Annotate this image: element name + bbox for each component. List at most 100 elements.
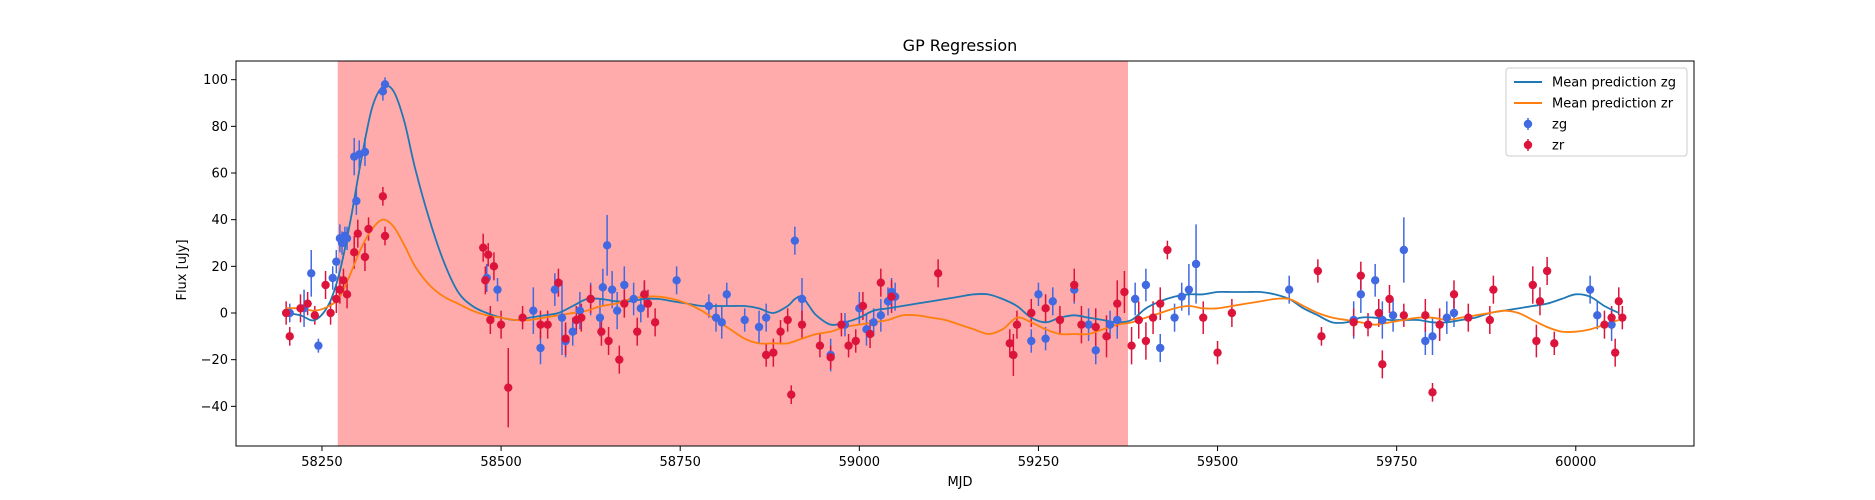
zg-data-point xyxy=(557,313,567,322)
zg-data-point xyxy=(536,343,545,353)
zg-data-point xyxy=(1184,285,1194,294)
zr-data-point xyxy=(1600,320,1609,329)
zg-data-point xyxy=(352,196,361,206)
zr-data-point xyxy=(1399,311,1409,320)
y-tick-label: 0 xyxy=(220,307,228,322)
zr-data-point xyxy=(380,231,390,241)
legend-label-zg: zg xyxy=(1552,118,1567,133)
zg-data-point xyxy=(378,87,388,96)
chart-title: GP Regression xyxy=(903,36,1018,55)
y-tick-label: 20 xyxy=(211,260,228,275)
zr-data-point xyxy=(1313,266,1323,276)
zg-data-point xyxy=(1084,320,1093,329)
zr-data-point xyxy=(504,383,513,392)
zr-data-point xyxy=(364,224,373,234)
legend-label-zr: zr xyxy=(1552,139,1565,154)
zr-data-point xyxy=(1317,332,1326,341)
zr-data-point xyxy=(561,334,570,343)
zr-data-point xyxy=(1356,271,1366,280)
zr-data-point xyxy=(1070,280,1079,290)
zr-data-point xyxy=(1363,320,1373,329)
zr-data-point xyxy=(776,327,785,336)
zr-data-point xyxy=(1127,341,1136,350)
zr-data-point xyxy=(1055,315,1065,325)
zr-data-point xyxy=(1542,266,1552,276)
zr-data-point xyxy=(1607,313,1616,322)
plot-area-frame xyxy=(235,60,1695,447)
zr-data-point xyxy=(1163,245,1172,255)
zr-data-point xyxy=(1464,313,1473,322)
zr-data-point xyxy=(360,252,370,262)
zr-data-point xyxy=(1134,315,1143,325)
zr-data-point xyxy=(1449,290,1459,299)
zr-data-point xyxy=(837,320,846,329)
zr-data-point xyxy=(1102,332,1111,341)
x-tick-label: 59250 xyxy=(1018,455,1059,470)
zr-data-point xyxy=(865,329,875,339)
zr-data-point xyxy=(350,248,359,257)
zr-data-point xyxy=(321,280,330,290)
zg-data-point xyxy=(1027,336,1036,346)
zr-data-point xyxy=(496,320,506,329)
zr-data-point xyxy=(1610,348,1620,357)
zg-data-point xyxy=(1388,311,1398,320)
zr-data-point xyxy=(342,290,352,299)
zr-data-point xyxy=(1120,287,1129,297)
zg-data-point xyxy=(550,285,560,294)
zr-data-point xyxy=(577,313,586,322)
zr-data-point xyxy=(1156,299,1165,308)
zr-data-point xyxy=(1041,304,1050,313)
mean-prediction-zr-line xyxy=(286,218,1620,345)
zg-data-point xyxy=(1607,320,1616,329)
zr-data-point xyxy=(1435,320,1444,329)
zg-data-point xyxy=(1284,285,1294,294)
zg-data-point xyxy=(1442,313,1452,322)
zg-data-point xyxy=(722,290,731,299)
zr-data-point xyxy=(1535,297,1545,306)
zg-data-point xyxy=(1585,285,1595,294)
zr-data-point xyxy=(332,294,341,304)
zg-data-point xyxy=(754,322,764,332)
zg-data-point xyxy=(620,280,629,290)
shaded-region-layer xyxy=(337,61,1128,446)
zg-data-point xyxy=(529,306,538,315)
zg-data-point xyxy=(1428,332,1437,341)
zg-data-point xyxy=(598,283,608,292)
zr-data-point xyxy=(1428,388,1437,397)
zr-data-point xyxy=(478,243,488,252)
x-tick-label: 59750 xyxy=(1376,455,1417,470)
zg-data-point xyxy=(876,311,886,320)
zg-data-point xyxy=(1113,315,1122,325)
zg-data-point xyxy=(761,313,771,322)
zg-data-point xyxy=(797,294,807,304)
zr-data-point xyxy=(797,320,807,329)
zg-data-point xyxy=(790,236,800,245)
zr-data-point xyxy=(633,327,642,336)
zg-data-point xyxy=(1141,280,1151,290)
zr-data-point xyxy=(353,229,362,238)
zg-data-point xyxy=(1170,313,1179,322)
zr-data-point xyxy=(1009,350,1018,360)
zg-data-point xyxy=(332,257,341,266)
zr-data-point xyxy=(326,308,335,318)
zr-data-point xyxy=(815,341,825,350)
zr-data-point xyxy=(1550,339,1559,348)
zr-data-point xyxy=(597,327,606,336)
zr-data-point xyxy=(858,301,868,311)
y-tick-label: 60 xyxy=(211,167,228,182)
zg-data-point xyxy=(314,341,323,350)
zr-data-point xyxy=(844,341,853,350)
zr-data-point xyxy=(640,290,649,299)
y-tick-label: −20 xyxy=(201,353,228,368)
zr-data-point xyxy=(586,294,595,304)
zr-data-point xyxy=(281,308,291,318)
legend-swatch-zg xyxy=(1523,119,1533,129)
zr-data-point xyxy=(1005,339,1014,348)
zr-data-point xyxy=(1091,322,1100,332)
zg-data-point xyxy=(1421,336,1430,346)
zr-data-point xyxy=(887,292,896,301)
zr-data-point xyxy=(489,262,499,271)
shaded-region xyxy=(337,61,1128,446)
prediction-line-layer xyxy=(286,84,1620,345)
zg-data-point xyxy=(612,306,622,315)
